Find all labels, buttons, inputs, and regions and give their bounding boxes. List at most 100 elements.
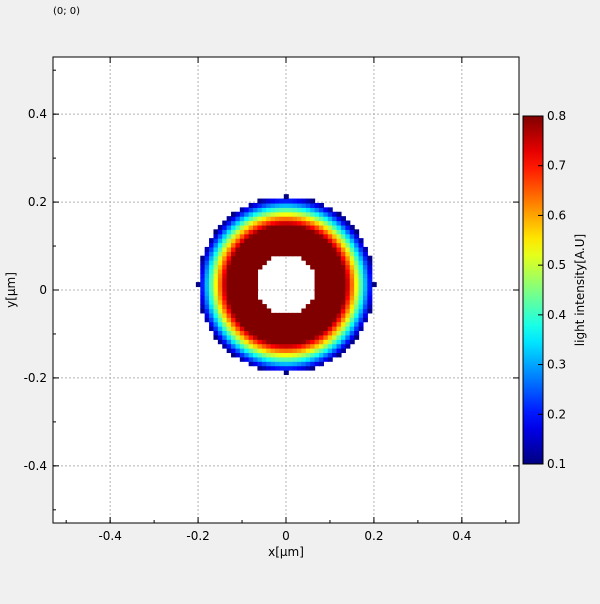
heatmap-cell (292, 211, 298, 217)
heatmap-cell (332, 352, 338, 358)
heatmap-cell (279, 224, 285, 230)
heatmap-cell (204, 299, 210, 305)
heatmap-cell (253, 299, 259, 305)
heatmap-cell (283, 326, 289, 332)
heatmap-cell (261, 356, 267, 362)
heatmap-cell (253, 238, 259, 244)
heatmap-cell (336, 233, 342, 239)
heatmap-cell (354, 273, 360, 279)
heatmap-cell (257, 238, 263, 244)
heatmap-cell (275, 211, 281, 217)
heatmap-cell (310, 312, 316, 318)
heatmap-cell (345, 242, 351, 248)
heatmap-cell (318, 317, 324, 323)
heatmap-cell (217, 246, 223, 252)
heatmap-cell (292, 365, 298, 371)
heatmap-cell (226, 246, 232, 252)
heatmap-cell (261, 260, 267, 266)
heatmap-cell (323, 286, 329, 292)
heatmap-cell (323, 233, 329, 239)
heatmap-cell (239, 304, 245, 310)
heatmap-cell (231, 334, 237, 340)
heatmap-cell (235, 273, 241, 279)
heatmap-cell (253, 251, 259, 257)
heatmap-cell (209, 308, 215, 314)
heatmap-cell (332, 260, 338, 266)
heatmap-cell (217, 339, 223, 345)
heatmap-cell (323, 321, 329, 327)
heatmap-cell (231, 273, 237, 279)
heatmap-cell (367, 304, 373, 310)
heatmap-cell (253, 348, 259, 354)
heatmap-cell (314, 264, 320, 270)
heatmap-cell (257, 233, 263, 239)
heatmap-cell (231, 339, 237, 345)
heatmap-cell (226, 299, 232, 305)
heatmap-cell (327, 251, 333, 257)
heatmap-cell (310, 216, 316, 222)
heatmap-cell (261, 216, 267, 222)
heatmap-cell (336, 326, 342, 332)
heatmap-cell (314, 356, 320, 362)
heatmap-cell (345, 260, 351, 266)
heatmap-cell (222, 224, 228, 230)
heatmap-cell (239, 220, 245, 226)
heatmap-cell (345, 290, 351, 296)
heatmap-cell (314, 242, 320, 248)
heatmap-cell (332, 282, 338, 288)
heatmap-cell (340, 255, 346, 261)
heatmap-cell (266, 339, 272, 345)
heatmap-cell (349, 251, 355, 257)
heatmap-cell (283, 202, 289, 208)
heatmap-cell (279, 251, 285, 257)
heatmap-cell (318, 295, 324, 301)
heatmap-cell (367, 308, 373, 314)
heatmap-cell (336, 220, 342, 226)
heatmap-cell (231, 220, 237, 226)
heatmap-cell (340, 326, 346, 332)
heatmap-cell (318, 255, 324, 261)
heatmap-cell (261, 207, 267, 213)
heatmap-cell (226, 348, 232, 354)
heatmap-cell (305, 246, 311, 252)
heatmap-cell (231, 308, 237, 314)
heatmap-cell (261, 352, 267, 358)
heatmap-cell (314, 286, 320, 292)
heatmap-cell (275, 251, 281, 257)
heatmap-cell (266, 326, 272, 332)
heatmap-cell (231, 277, 237, 283)
heatmap-cell (200, 299, 206, 305)
heatmap-cell (305, 356, 311, 362)
heatmap-cell (288, 202, 294, 208)
heatmap-cell (222, 299, 228, 305)
heatmap-cell (244, 260, 250, 266)
heatmap-cell (270, 334, 276, 340)
heatmap-cell (231, 251, 237, 257)
heatmap-cell (301, 348, 307, 354)
heatmap-cell (204, 295, 210, 301)
heatmap-cell (217, 334, 223, 340)
heatmap-cell (367, 282, 373, 288)
heatmap-cell (244, 317, 250, 323)
heatmap-cell (354, 264, 360, 270)
heatmap-cell (239, 251, 245, 257)
heatmap-cell (296, 242, 302, 248)
y-tick-label: -0.2 (24, 371, 47, 385)
heatmap-cell (275, 365, 281, 371)
heatmap-cell (327, 317, 333, 323)
heatmap-cell (217, 264, 223, 270)
heatmap-cell (323, 260, 329, 266)
heatmap-cell (226, 229, 232, 235)
heatmap-cell (231, 224, 237, 230)
heatmap-cell (332, 295, 338, 301)
heatmap-cell (217, 242, 223, 248)
heatmap-cell (332, 299, 338, 305)
heatmap-cell (332, 277, 338, 283)
heatmap-cell (244, 211, 250, 217)
heatmap-cell (279, 352, 285, 358)
heatmap-cell (305, 348, 311, 354)
heatmap-cell (349, 321, 355, 327)
heatmap-cell (275, 348, 281, 354)
heatmap-cell (253, 317, 259, 323)
